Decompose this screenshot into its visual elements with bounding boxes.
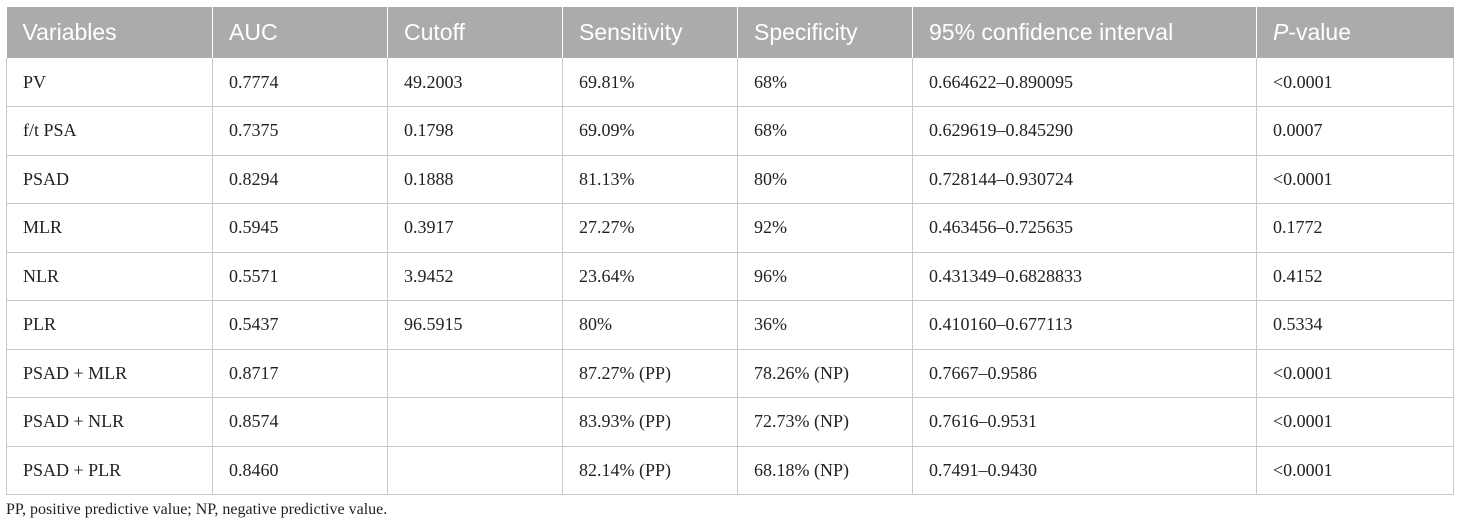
table-body: PV 0.7774 49.2003 69.81% 68% 0.664622–0.89009… [6, 58, 1454, 495]
cell-confidence-interval: 0.7491–0.9430 [912, 446, 1257, 495]
cell-auc: 0.5571 [212, 252, 388, 301]
cell-cutoff: 0.3917 [387, 203, 563, 253]
header-p-value: P-value [1256, 7, 1454, 58]
cell-variable: PSAD + NLR [6, 397, 213, 447]
cell-sensitivity: 69.09% [562, 106, 738, 156]
cell-confidence-interval: 0.431349–0.6828833 [912, 252, 1257, 301]
header-p-letter: P [1273, 19, 1289, 45]
cell-confidence-interval: 0.463456–0.725635 [912, 203, 1257, 253]
results-table: Variables AUC Cutoff Sensitivity Specifi… [6, 7, 1454, 495]
cell-specificity: 72.73% (NP) [737, 397, 913, 447]
cell-p-value: <0.0001 [1256, 58, 1454, 107]
cell-p-value: 0.0007 [1256, 106, 1454, 156]
cell-variable: MLR [6, 203, 213, 253]
cell-specificity: 36% [737, 300, 913, 350]
cell-cutoff: 0.1888 [387, 155, 563, 204]
cell-variable: PV [6, 58, 213, 107]
table-footnote: PP, positive predictive value; NP, negat… [6, 501, 388, 518]
cell-p-value: <0.0001 [1256, 155, 1454, 204]
header-auc: AUC [212, 7, 388, 58]
cell-variable: f/t PSA [6, 106, 213, 156]
cell-confidence-interval: 0.7667–0.9586 [912, 349, 1257, 398]
cell-auc: 0.8574 [212, 397, 388, 447]
cell-p-value: 0.1772 [1256, 203, 1454, 253]
header-sensitivity: Sensitivity [562, 7, 738, 58]
cell-specificity: 68% [737, 58, 913, 107]
cell-auc: 0.5437 [212, 300, 388, 350]
cell-specificity: 92% [737, 203, 913, 253]
cell-variable: PLR [6, 300, 213, 350]
cell-cutoff [387, 397, 563, 447]
cell-auc: 0.5945 [212, 203, 388, 253]
cell-variable: PSAD + MLR [6, 349, 213, 398]
table-row: PLR 0.5437 96.5915 80% 36% 0.410160–0.677113 0… [6, 300, 1454, 350]
table-row: PSAD + MLR 0.8717 87.27% (PP) 78.26% (NP) 0.… [6, 349, 1454, 398]
cell-cutoff: 0.1798 [387, 106, 563, 156]
cell-confidence-interval: 0.410160–0.677113 [912, 300, 1257, 350]
table-row: PSAD + NLR 0.8574 83.93% (PP) 72.73% (NP) 0.… [6, 397, 1454, 447]
cell-p-value: 0.5334 [1256, 300, 1454, 350]
cell-cutoff [387, 349, 563, 398]
header-confidence-interval: 95% confidence interval [912, 7, 1257, 58]
cell-auc: 0.8460 [212, 446, 388, 495]
results-table-container: Variables AUC Cutoff Sensitivity Specifi… [6, 7, 1454, 495]
header-variables: Variables [22, 19, 117, 45]
table-header-row: Variables AUC Cutoff Sensitivity Specifi… [6, 7, 1454, 58]
cell-confidence-interval: 0.664622–0.890095 [912, 58, 1257, 107]
table-row: NLR 0.5571 3.9452 23.64% 96% 0.431349–0.68288… [6, 252, 1454, 301]
cell-variable: PSAD + PLR [6, 446, 213, 495]
cell-sensitivity: 83.93% (PP) [562, 397, 738, 447]
cell-cutoff: 96.5915 [387, 300, 563, 350]
cell-specificity: 68.18% (NP) [737, 446, 913, 495]
cell-p-value: <0.0001 [1256, 397, 1454, 447]
cell-p-value: <0.0001 [1256, 349, 1454, 398]
header-cutoff: Cutoff [387, 7, 563, 58]
cell-cutoff: 49.2003 [387, 58, 563, 107]
cell-specificity: 68% [737, 106, 913, 156]
cell-sensitivity: 23.64% [562, 252, 738, 301]
cell-cutoff [387, 446, 563, 495]
table-row: PSAD 0.8294 0.1888 81.13% 80% 0.728144–0.9307… [6, 155, 1454, 204]
cell-variable: PSAD [6, 155, 213, 204]
table-row: MLR 0.5945 0.3917 27.27% 92% 0.463456–0.72563… [6, 203, 1454, 253]
cell-sensitivity: 87.27% (PP) [562, 349, 738, 398]
cell-auc: 0.8294 [212, 155, 388, 204]
cell-sensitivity: 69.81% [562, 58, 738, 107]
cell-p-value: <0.0001 [1256, 446, 1454, 495]
cell-confidence-interval: 0.629619–0.845290 [912, 106, 1257, 156]
cell-sensitivity: 80% [562, 300, 738, 350]
header-p-suffix: -value [1288, 19, 1351, 45]
cell-auc: 0.7375 [212, 106, 388, 156]
cell-sensitivity: 82.14% (PP) [562, 446, 738, 495]
cell-sensitivity: 81.13% [562, 155, 738, 204]
cell-specificity: 96% [737, 252, 913, 301]
cell-sensitivity: 27.27% [562, 203, 738, 253]
table-row: PSAD + PLR 0.8460 82.14% (PP) 68.18% (NP) 0.… [6, 446, 1454, 495]
cell-p-value: 0.4152 [1256, 252, 1454, 301]
cell-auc: 0.8717 [212, 349, 388, 398]
cell-specificity: 80% [737, 155, 913, 204]
table-row: PV 0.7774 49.2003 69.81% 68% 0.664622–0.89009… [6, 58, 1454, 107]
cell-confidence-interval: 0.728144–0.930724 [912, 155, 1257, 204]
header-specificity: Specificity [737, 7, 913, 58]
cell-confidence-interval: 0.7616–0.9531 [912, 397, 1257, 447]
cell-cutoff: 3.9452 [387, 252, 563, 301]
cell-auc: 0.7774 [212, 58, 388, 107]
cell-variable: NLR [6, 252, 213, 301]
table-row: f/t PSA 0.7375 0.1798 69.09% 68% 0.629619–0.8… [6, 106, 1454, 156]
cell-specificity: 78.26% (NP) [737, 349, 913, 398]
